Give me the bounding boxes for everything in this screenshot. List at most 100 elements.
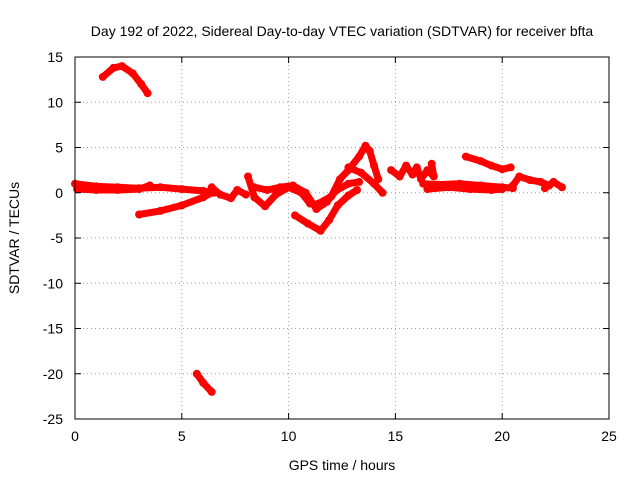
data-point	[137, 80, 146, 89]
data-point	[344, 191, 353, 200]
data-point	[355, 177, 364, 186]
y-tick-label: -25	[43, 411, 63, 427]
data-point	[118, 62, 126, 71]
data-point	[355, 152, 364, 161]
y-tick-label: -10	[43, 275, 63, 291]
data-point	[216, 190, 225, 199]
data-point	[207, 183, 216, 192]
data-point	[143, 89, 152, 98]
data-point	[135, 210, 144, 219]
data-point	[419, 179, 428, 188]
data-point	[429, 172, 438, 181]
x-tick-label: 25	[601, 428, 617, 444]
data-point	[476, 157, 485, 166]
data-point	[387, 166, 396, 175]
data-point	[444, 183, 453, 192]
data-point	[314, 199, 323, 208]
y-tick-label: -5	[51, 230, 64, 246]
data-point	[73, 185, 82, 194]
data-point	[423, 185, 432, 194]
x-tick-label: 20	[494, 428, 510, 444]
data-point	[301, 188, 310, 197]
series-arc-11	[344, 163, 387, 197]
x-tick-label: 10	[281, 428, 297, 444]
data-point	[92, 186, 101, 194]
data-point	[498, 185, 507, 194]
data-point	[498, 165, 507, 174]
data-point	[487, 186, 496, 194]
y-tick-label: 15	[47, 49, 63, 65]
data-point	[261, 202, 270, 211]
data-point	[526, 176, 534, 185]
data-point	[353, 186, 361, 194]
data-point	[113, 186, 122, 194]
data-point	[344, 163, 353, 172]
data-point	[395, 172, 404, 181]
data-point	[177, 185, 186, 194]
data-point	[466, 185, 475, 194]
data-point	[109, 63, 118, 72]
data-point	[250, 193, 259, 202]
data-point	[549, 177, 558, 186]
data-point	[427, 159, 436, 168]
grid-lines	[75, 57, 609, 419]
data-point	[506, 163, 515, 172]
data-point	[558, 183, 566, 192]
data-point	[408, 170, 417, 179]
data-point	[199, 378, 208, 387]
data-point	[276, 183, 285, 192]
data-point	[327, 192, 336, 201]
data-point	[156, 183, 165, 192]
data-point	[226, 194, 235, 203]
data-point	[325, 215, 334, 224]
x-axis-label: GPS time / hours	[289, 457, 396, 473]
data-point	[291, 211, 299, 220]
data-point	[156, 206, 165, 215]
data-point	[335, 175, 344, 184]
data-point	[271, 190, 280, 199]
data-point	[135, 185, 144, 194]
data-point	[199, 193, 208, 202]
data-point	[128, 69, 137, 78]
data-series	[71, 62, 566, 396]
series-arc-03	[99, 62, 152, 97]
chart-title: Day 192 of 2022, Sidereal Day-to-day VTE…	[91, 23, 594, 39]
data-point	[303, 219, 312, 228]
data-point	[370, 161, 378, 170]
data-point	[192, 369, 201, 378]
data-point	[402, 161, 411, 170]
data-point	[365, 147, 374, 156]
data-point	[250, 183, 259, 192]
data-point	[487, 161, 496, 170]
data-point	[423, 166, 432, 175]
data-point	[316, 226, 325, 235]
x-tick-label: 0	[71, 428, 79, 444]
x-tick-label: 5	[178, 428, 186, 444]
data-point	[344, 179, 353, 188]
data-point	[263, 186, 272, 194]
data-point	[244, 172, 252, 181]
data-point	[540, 184, 549, 193]
y-tick-label: 10	[47, 94, 63, 110]
data-point	[508, 181, 517, 190]
data-point	[288, 181, 297, 190]
data-point	[461, 152, 470, 161]
data-point	[241, 190, 250, 199]
data-point	[370, 179, 378, 188]
data-point	[357, 168, 366, 177]
y-tick-label: 0	[55, 185, 63, 201]
data-point	[145, 181, 154, 190]
y-tick-label: 5	[55, 140, 63, 156]
y-tick-label: -15	[43, 321, 63, 337]
tick-labels: 0 5 10 15 20 25 -25 -20 -15 -10 -5 0 5 10 15	[43, 49, 617, 444]
y-axis-label: SDTVAR / TECUs	[6, 182, 22, 294]
y-tick-label: -20	[43, 366, 63, 382]
x-tick-label: 15	[388, 428, 404, 444]
data-point	[177, 201, 186, 210]
data-point	[378, 188, 387, 197]
axes	[74, 56, 610, 420]
data-point	[412, 163, 421, 172]
data-point	[207, 387, 216, 396]
data-point	[98, 72, 107, 81]
